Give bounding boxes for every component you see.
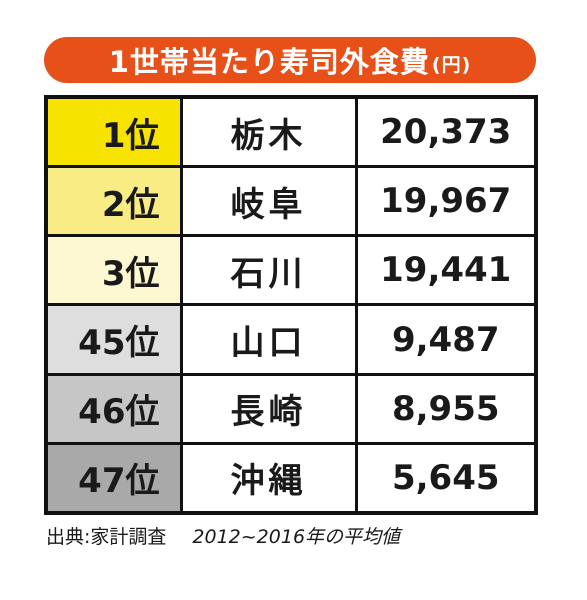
amount-cell: 5,645 bbox=[354, 441, 538, 515]
table-body: 1位 栃木 20,373 2位 岐阜 19,967 3位 石川 19,441 45位 山口 9,487… bbox=[44, 95, 538, 515]
unit: (円) bbox=[431, 53, 472, 76]
table-row: 47位 沖縄 5,645 bbox=[44, 441, 538, 515]
source: 出典:家計調査 bbox=[46, 526, 167, 548]
rank-cell: 1位 bbox=[44, 95, 183, 169]
ranking-table: 1位 栃木 20,373 2位 岐阜 19,967 3位 石川 19,441 45位 山口 9,487… bbox=[44, 95, 538, 515]
prefecture-cell: 石川 bbox=[179, 234, 358, 307]
prefecture-cell: 沖縄 bbox=[179, 441, 358, 515]
amount-cell: 8,955 bbox=[354, 372, 538, 445]
title-banner: 1世帯当たり寿司外食費 (円) bbox=[44, 37, 536, 83]
table-row: 2位 岐阜 19,967 bbox=[44, 165, 538, 238]
rank-cell: 45位 bbox=[44, 303, 183, 376]
rank-cell: 47位 bbox=[44, 441, 183, 515]
table-row: 46位 長崎 8,955 bbox=[44, 372, 538, 445]
rank-cell: 3位 bbox=[44, 234, 183, 307]
amount-cell: 20,373 bbox=[354, 95, 538, 169]
prefecture-cell: 山口 bbox=[179, 303, 358, 376]
amount-cell: 19,967 bbox=[354, 165, 538, 238]
title: 1世帯当たり寿司外食費 bbox=[108, 45, 430, 79]
amount-cell: 9,487 bbox=[354, 303, 538, 376]
table-row: 3位 石川 19,441 bbox=[44, 234, 538, 307]
rank-cell: 46位 bbox=[44, 372, 183, 445]
prefecture-cell: 長崎 bbox=[179, 372, 358, 445]
note: 2012~2016年の平均値 bbox=[192, 526, 401, 548]
prefecture-cell: 栃木 bbox=[179, 95, 358, 169]
footer: 出典:家計調査 2012~2016年の平均値 bbox=[46, 522, 400, 549]
prefecture-cell: 岐阜 bbox=[179, 165, 358, 238]
table-row: 45位 山口 9,487 bbox=[44, 303, 538, 376]
rank-cell: 2位 bbox=[44, 165, 183, 238]
amount-cell: 19,441 bbox=[354, 234, 538, 307]
table-row: 1位 栃木 20,373 bbox=[44, 95, 538, 169]
